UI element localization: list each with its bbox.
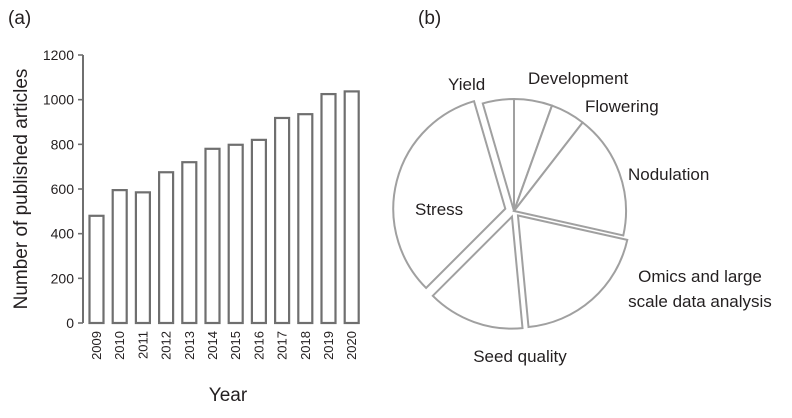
x-tick-label-2016: 2016 [251,331,266,360]
bar-2011 [134,191,151,325]
pie-label-nodulation: Nodulation [628,165,709,184]
y-tick-label: 200 [51,270,75,286]
panel-label-a: (a) [8,8,31,29]
y-tick-label: 1000 [43,92,74,108]
pie-chart: Development Flowering Nodulation Omics and … [392,69,772,366]
bar-2015 [227,143,244,325]
pie-label-stress: Stress [415,200,463,219]
y-ticks: 0 200 400 600 800 1000 1200 [43,47,83,331]
pie-slice-nodulation [512,121,627,237]
bar-2017 [274,116,291,325]
bar-2012 [158,171,175,325]
x-tick-label-2011: 2011 [135,331,150,359]
pie-slices [392,97,629,330]
x-tick-label-2013: 2013 [182,331,197,360]
bar-2016 [250,138,267,325]
pie-slice-yield [481,97,515,212]
y-tick-label: 800 [51,136,75,152]
x-tick-label-2010: 2010 [112,331,127,360]
pie-slice-omics-and-large-scale-data-analysis [516,214,629,329]
pie-label-omics-and-large-scale-data-analysis: Omics and large scale data analysis [628,267,772,311]
y-tick-label: 400 [51,226,75,242]
pie-label-yield: Yield [448,75,485,94]
x-tick-label-2012: 2012 [159,331,174,360]
year-labels: 2009 2010 2011 2012 2013 2014 2015 2016 2017 2018… [89,331,359,360]
pie-slice-stress [392,99,507,290]
x-tick-label-2018: 2018 [298,331,313,360]
pie-label-development: Development [528,69,628,88]
bars [88,90,360,325]
pie-labels: Development Flowering Nodulation Omics and … [415,69,772,366]
panel-label-b: (b) [418,8,441,29]
bar-2020 [343,90,360,325]
pie-label-flowering: Flowering [585,97,659,116]
bar-2014 [204,147,221,325]
y-axis-title: Number of published articles [11,69,32,310]
y-tick-label: 0 [66,315,74,331]
bar-2009 [88,214,105,325]
bar-2013 [181,161,198,325]
x-axis-title: Year [209,385,248,406]
pie-label-seed-quality: Seed quality [473,347,567,366]
x-tick-label-2020: 2020 [344,331,359,360]
x-tick-label-2015: 2015 [228,331,243,360]
bar-2018 [297,113,314,325]
y-tick-label: 1200 [43,47,74,63]
x-tick-label-2009: 2009 [89,331,104,360]
pie-slice-seed-quality [431,214,524,330]
bar-2019 [320,92,337,325]
bar-2010 [111,189,128,325]
x-tick-label-2014: 2014 [205,331,220,360]
x-tick-label-2019: 2019 [321,331,336,360]
y-tick-label: 600 [51,181,75,197]
x-tick-label-2017: 2017 [275,331,290,360]
